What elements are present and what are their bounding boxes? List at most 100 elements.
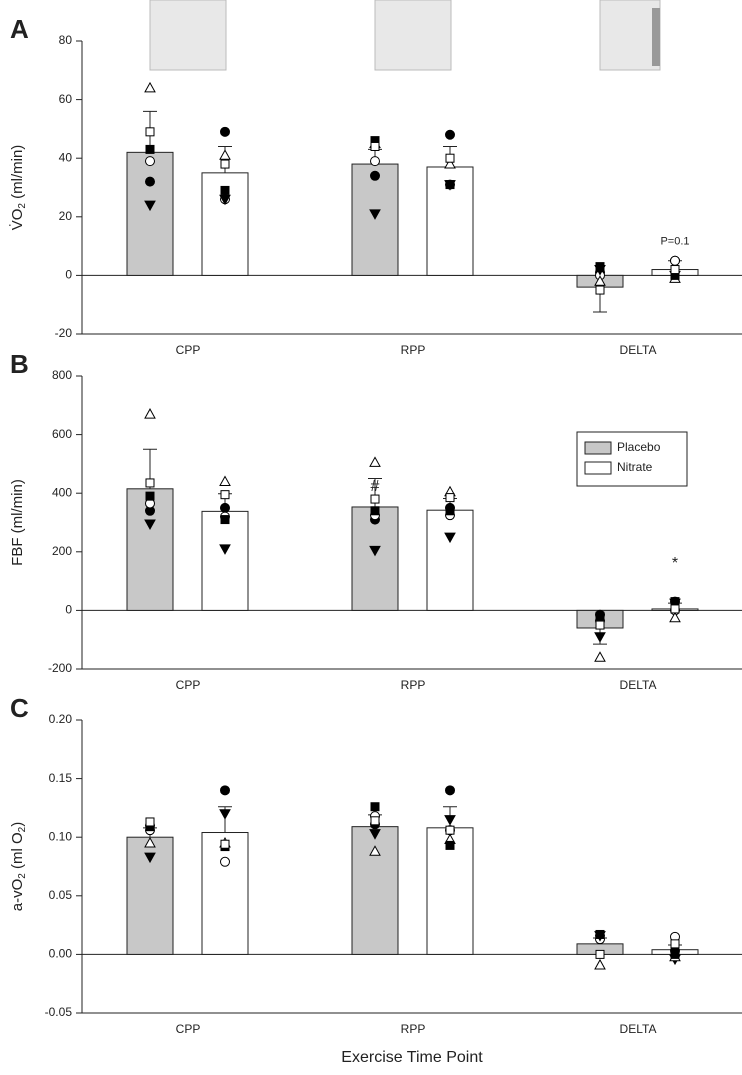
- subject-point: [444, 532, 456, 544]
- subject-point: [369, 829, 381, 840]
- subject-point: [445, 840, 455, 850]
- subject-point: [444, 815, 456, 826]
- legend-swatch: [584, 441, 612, 455]
- subject-point: [145, 176, 155, 187]
- subject-point: [144, 200, 156, 212]
- subject-point: [670, 265, 680, 275]
- y-axis-label-part: 2: [17, 826, 28, 832]
- x-tick-label: DELTA: [620, 1022, 657, 1036]
- annotation: *: [672, 555, 678, 572]
- y-tick-label: 20: [59, 209, 73, 223]
- subject-point: [220, 159, 230, 169]
- y-axis-label-part: V̇O: [9, 209, 26, 231]
- subject-point: [144, 837, 156, 848]
- illustration: [149, 0, 661, 71]
- subject-point: [219, 809, 231, 820]
- subject-point: [594, 275, 606, 286]
- subject-point: [595, 929, 605, 939]
- y-tick-label: 0.15: [49, 771, 73, 785]
- y-tick-label: 400: [52, 485, 72, 499]
- y-tick-label: -20: [55, 326, 73, 340]
- subject-point: [445, 493, 455, 503]
- y-axis-label-part: (ml O: [9, 832, 26, 873]
- legend-box: [576, 431, 688, 487]
- subject-point: [220, 185, 230, 195]
- x-tick-label: CPP: [176, 1022, 201, 1036]
- subject-point: [444, 158, 456, 169]
- subject-point: [219, 544, 231, 555]
- y-tick-label: -0.05: [45, 1005, 73, 1019]
- subject-point: [595, 620, 605, 630]
- y-tick-label: 800: [52, 368, 72, 382]
- subject-point: [669, 611, 681, 623]
- y-tick-label: 0: [65, 268, 72, 282]
- legend-label: Nitrate: [617, 460, 653, 474]
- y-axis-label: FBF (ml/min): [9, 479, 26, 566]
- subject-point: [220, 839, 230, 849]
- subject-point: [445, 825, 455, 835]
- subject-point: [370, 506, 380, 516]
- subject-point: [445, 180, 455, 190]
- bar: [201, 832, 249, 955]
- subject-point: [445, 506, 455, 516]
- subject-point: [369, 845, 381, 856]
- y-axis-label: V̇O2 (ml/min): [9, 145, 28, 231]
- x-tick-label: DELTA: [620, 343, 657, 357]
- subject-point: [370, 494, 380, 504]
- subject-point: [220, 490, 230, 500]
- x-tick-label: RPP: [401, 343, 426, 357]
- subject-point: [670, 597, 680, 607]
- subject-point: [220, 502, 230, 513]
- subject-point: [145, 144, 155, 154]
- subject-point: [220, 126, 230, 137]
- y-tick-label: 80: [59, 33, 73, 47]
- subject-point: [670, 949, 680, 959]
- bar: [126, 151, 174, 276]
- y-tick-label: 0.20: [49, 712, 73, 726]
- subject-point: [369, 209, 381, 220]
- subject-point: [445, 153, 455, 163]
- subject-point: [369, 545, 381, 557]
- subject-point: [594, 651, 606, 662]
- y-tick-label: 0.10: [49, 829, 73, 843]
- subject-point: [219, 194, 231, 206]
- subject-point: [220, 515, 230, 525]
- subject-point: [144, 852, 156, 864]
- y-tick-label: 40: [59, 150, 73, 164]
- x-tick-label: RPP: [401, 678, 426, 692]
- subject-point: [144, 408, 156, 419]
- y-axis-label-part: 2: [17, 203, 28, 209]
- subject-point: [595, 262, 605, 272]
- subject-point: [145, 817, 155, 827]
- subject-point: [219, 475, 231, 486]
- subject-point: [595, 611, 605, 621]
- y-axis-label-part: ): [9, 822, 26, 827]
- subject-point: [144, 519, 156, 530]
- x-axis-label: Exercise Time Point: [341, 1049, 483, 1066]
- subject-point: [670, 939, 680, 949]
- legend-swatch: [584, 461, 612, 475]
- subject-point: [594, 632, 606, 643]
- subject-point: [370, 802, 380, 812]
- subject-point: [370, 170, 380, 181]
- y-tick-label: -200: [48, 661, 72, 675]
- y-tick-label: 0.00: [49, 947, 73, 961]
- y-axis-label-part: a-vO: [9, 879, 26, 912]
- panel-label: C: [10, 693, 29, 723]
- x-tick-label: CPP: [176, 343, 201, 357]
- y-tick-label: 60: [59, 92, 73, 106]
- bar: [426, 509, 474, 611]
- x-tick-label: DELTA: [620, 678, 657, 692]
- legend-label: Placebo: [617, 440, 661, 454]
- subject-point: [145, 491, 155, 501]
- annotation: #: [371, 478, 380, 495]
- subject-point: [219, 149, 231, 160]
- subject-point: [445, 785, 455, 796]
- subject-point: [445, 129, 455, 140]
- annotation: P=0.1: [660, 235, 689, 247]
- x-tick-label: RPP: [401, 1022, 426, 1036]
- subject-point: [595, 949, 605, 959]
- y-tick-label: 600: [52, 427, 72, 441]
- subject-point: [145, 127, 155, 137]
